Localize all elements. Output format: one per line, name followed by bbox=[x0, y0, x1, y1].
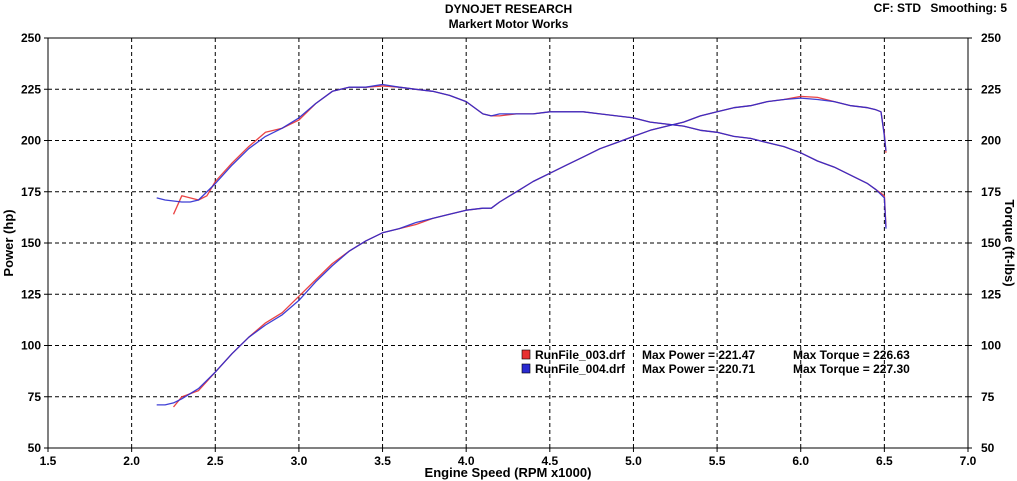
series-line-power-run1 bbox=[172, 95, 887, 408]
series-line-torque-run2 bbox=[156, 83, 887, 229]
y-tick-label-left: 250 bbox=[21, 31, 41, 45]
y-tick-label-left: 100 bbox=[21, 339, 41, 353]
y-tick-label-left: 150 bbox=[21, 236, 41, 250]
y-axis-ticks-right: 50 75 100 125 150 175 200 225 250 bbox=[981, 31, 1001, 455]
y-tick-label-right: 125 bbox=[981, 287, 1001, 301]
legend-file-name: RunFile_003.drf bbox=[535, 348, 626, 362]
legend-max-power: Max Power = 220.71 bbox=[642, 362, 755, 376]
grid bbox=[48, 38, 968, 448]
y-tick-label-left: 225 bbox=[21, 82, 41, 96]
x-tick-label: 3.5 bbox=[374, 454, 391, 468]
series-line-power-run2 bbox=[156, 97, 887, 406]
y-tick-label-left: 175 bbox=[21, 185, 41, 199]
legend-max-torque: Max Torque = 227.30 bbox=[793, 362, 910, 376]
series-lines bbox=[156, 83, 887, 408]
x-tick-label: 7.0 bbox=[960, 454, 977, 468]
y-axis-label-right: Torque (ft-lbs) bbox=[1002, 199, 1017, 286]
y-tick-label-right: 100 bbox=[981, 339, 1001, 353]
x-tick-label: 2.5 bbox=[207, 454, 224, 468]
y-tick-label-left: 50 bbox=[28, 441, 42, 455]
x-tick-label: 3.0 bbox=[291, 454, 308, 468]
y-tick-label-right: 200 bbox=[981, 134, 1001, 148]
x-tick-label: 5.5 bbox=[709, 454, 726, 468]
legend: RunFile_003.drf Max Power = 221.47 Max Tor… bbox=[521, 348, 910, 376]
smoothing-level: Smoothing: 5 bbox=[930, 1, 1007, 15]
x-tick-label: 5.0 bbox=[625, 454, 642, 468]
x-axis-ticks: 1.5 2.0 2.5 3.0 3.5 4.0 4.5 5.0 5.5 6.0 6.5 7.0 bbox=[40, 454, 977, 468]
series-line-torque-run1 bbox=[172, 85, 887, 227]
y-tick-label-right: 250 bbox=[981, 31, 1001, 45]
x-axis-label: Engine Speed (RPM x1000) bbox=[425, 465, 592, 480]
x-tick-label: 1.5 bbox=[40, 454, 57, 468]
x-tick-label: 6.5 bbox=[876, 454, 893, 468]
x-tick-label: 2.0 bbox=[123, 454, 140, 468]
correction-info: CF: STD Smoothing: 5 bbox=[868, 1, 1007, 15]
legend-swatch bbox=[521, 349, 531, 360]
x-tick-label: 6.0 bbox=[792, 454, 809, 468]
y-tick-label-left: 125 bbox=[21, 287, 41, 301]
plot-border bbox=[47, 37, 969, 449]
x-tick-label: 4.0 bbox=[458, 454, 475, 468]
plot-frame bbox=[44, 37, 972, 452]
legend-max-torque: Max Torque = 226.63 bbox=[793, 348, 910, 362]
y-tick-label-right: 150 bbox=[981, 236, 1001, 250]
chart-subtitle: Markert Motor Works bbox=[448, 17, 569, 31]
y-tick-label-right: 175 bbox=[981, 185, 1001, 199]
y-tick-label-right: 75 bbox=[981, 390, 995, 404]
y-tick-label-left: 200 bbox=[21, 134, 41, 148]
legend-swatch bbox=[521, 363, 531, 374]
legend-file-name: RunFile_004.drf bbox=[535, 362, 626, 376]
y-tick-label-right: 50 bbox=[981, 441, 995, 455]
correction-factor: CF: STD bbox=[873, 1, 921, 15]
y-tick-label-right: 225 bbox=[981, 82, 1001, 96]
y-tick-label-left: 75 bbox=[28, 390, 42, 404]
chart-title: DYNOJET RESEARCH bbox=[444, 2, 573, 16]
x-tick-label: 4.5 bbox=[541, 454, 558, 468]
legend-max-power: Max Power = 221.47 bbox=[642, 348, 755, 362]
y-axis-label-left: Power (hp) bbox=[1, 209, 16, 276]
y-axis-ticks-left: 50 75 100 125 150 175 200 225 250 bbox=[21, 31, 41, 455]
